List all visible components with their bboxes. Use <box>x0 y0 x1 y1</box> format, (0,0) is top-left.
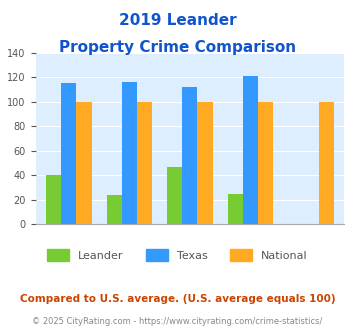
Bar <box>197 102 213 224</box>
Text: © 2025 CityRating.com - https://www.cityrating.com/crime-statistics/: © 2025 CityRating.com - https://www.city… <box>32 317 323 326</box>
Bar <box>243 76 258 224</box>
Text: 2019 Leander: 2019 Leander <box>119 13 236 28</box>
Bar <box>228 194 243 224</box>
Bar <box>182 87 197 224</box>
Bar <box>167 167 182 224</box>
Bar <box>106 195 122 224</box>
Text: Compared to U.S. average. (U.S. average equals 100): Compared to U.S. average. (U.S. average … <box>20 294 335 304</box>
Legend: Leander, Texas, National: Leander, Texas, National <box>43 245 312 265</box>
Bar <box>319 102 334 224</box>
Bar <box>46 175 61 224</box>
Bar <box>258 102 273 224</box>
Bar <box>137 102 152 224</box>
Bar <box>61 83 76 224</box>
Bar <box>122 82 137 224</box>
Bar <box>76 102 92 224</box>
Text: Property Crime Comparison: Property Crime Comparison <box>59 40 296 54</box>
